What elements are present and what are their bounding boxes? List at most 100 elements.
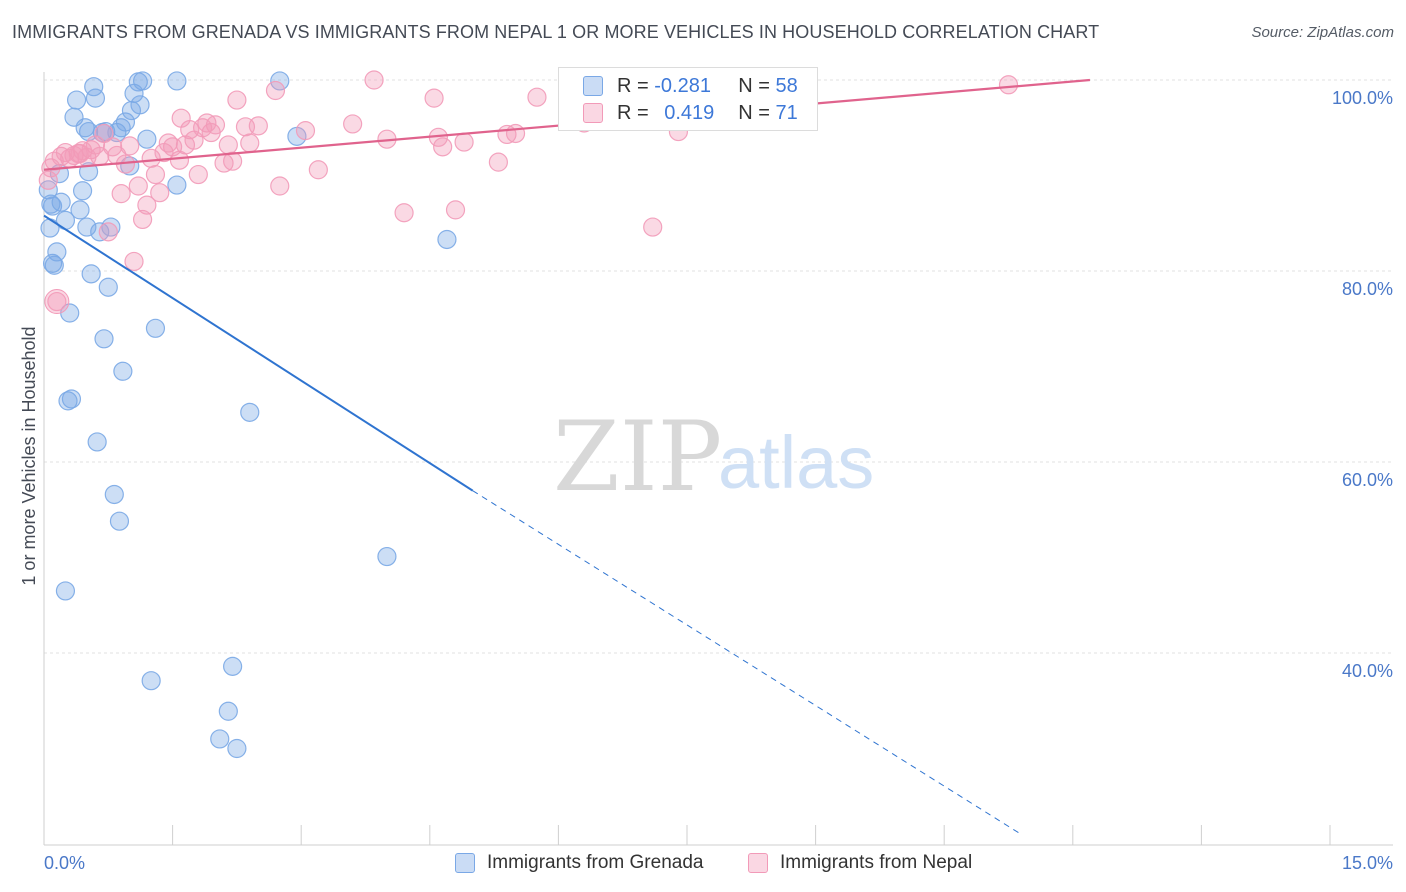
- data-point: [58, 391, 78, 411]
- data-point: [227, 90, 247, 110]
- y-axis-label: 1 or more Vehicles in Household: [19, 326, 39, 585]
- data-point: [145, 318, 166, 338]
- data-point: [44, 289, 70, 315]
- data-point: [364, 70, 384, 90]
- data-point: [454, 132, 474, 152]
- watermark-zip: ZIP: [553, 401, 722, 513]
- data-point: [488, 152, 508, 172]
- legend-label-grenada: Immigrants from Grenada: [487, 852, 704, 873]
- watermark-atlas: atlas: [718, 421, 874, 504]
- data-point: [111, 184, 131, 204]
- data-point: [94, 123, 114, 144]
- data-point: [998, 75, 1019, 95]
- data-point: [240, 133, 260, 153]
- data-point: [248, 116, 268, 136]
- data-point: [265, 80, 286, 101]
- data-point: [137, 129, 157, 149]
- data-point: [527, 87, 547, 107]
- legend-item-nepal[interactable]: Immigrants from Nepal: [748, 852, 972, 874]
- data-point: [643, 217, 663, 237]
- data-point: [270, 71, 290, 91]
- data-point: [505, 123, 526, 144]
- data-point: [81, 264, 101, 284]
- data-point: [437, 229, 457, 250]
- trendline-grenada-extension: [472, 490, 1022, 835]
- data-point: [98, 277, 118, 297]
- data-point: [141, 671, 161, 691]
- legend-swatch-grenada: [583, 76, 603, 96]
- data-point: [240, 402, 260, 422]
- data-point: [343, 114, 363, 134]
- trendline-grenada: [43, 214, 474, 492]
- data-point: [47, 291, 67, 312]
- data-point: [55, 581, 76, 601]
- axes: [43, 72, 1393, 846]
- data-point: [424, 88, 444, 108]
- data-point: [227, 738, 247, 759]
- data-point: [61, 389, 82, 409]
- data-point: [132, 71, 153, 91]
- data-point: [85, 88, 106, 108]
- watermark: ZIP atlas: [553, 401, 874, 513]
- data-point: [169, 150, 190, 170]
- data-point: [104, 484, 124, 505]
- r-value: 0.419: [664, 101, 715, 124]
- chart-title: IMMIGRANTS FROM GRENADA VS IMMIGRANTS FR…: [12, 22, 1100, 42]
- data-point: [223, 656, 243, 676]
- gridlines: [44, 79, 1393, 654]
- legend-item-grenada[interactable]: Immigrants from Grenada: [455, 852, 703, 874]
- series-nepal-points: [38, 70, 1019, 315]
- data-point: [394, 203, 414, 223]
- r-label: R =: [617, 101, 649, 124]
- data-point: [218, 135, 238, 155]
- data-point: [42, 196, 63, 216]
- data-point: [132, 209, 153, 230]
- data-point: [113, 361, 133, 381]
- x-tick-label: 15.0%: [1342, 853, 1393, 873]
- data-point: [77, 217, 97, 237]
- n-label: N =: [738, 101, 770, 124]
- data-point: [120, 136, 140, 156]
- data-point: [87, 432, 107, 452]
- source-label: Source: ZipAtlas.com: [1251, 24, 1394, 41]
- data-point: [124, 251, 144, 272]
- legend-swatch-nepal: [583, 103, 603, 123]
- data-point: [109, 511, 130, 531]
- data-point: [377, 546, 397, 567]
- data-point: [72, 181, 93, 201]
- data-point: [38, 170, 58, 190]
- data-point: [137, 195, 157, 215]
- legend-row-grenada: R = -0.281 N = 58: [559, 72, 798, 100]
- data-point: [445, 200, 466, 220]
- data-point: [94, 329, 114, 349]
- data-point: [150, 183, 170, 203]
- data-point: [98, 222, 118, 242]
- data-point: [66, 90, 87, 110]
- n-value: 71: [775, 101, 798, 124]
- data-point: [70, 143, 90, 164]
- n-label: N =: [738, 74, 770, 97]
- legend-swatch-grenada: [455, 853, 475, 873]
- series-legend: Immigrants from Grenada Immigrants from …: [0, 852, 1406, 878]
- series-grenada-points: [38, 71, 457, 759]
- correlation-legend: R = -0.281 N = 58 R = 0.419 N = 71: [558, 67, 818, 131]
- y-tick-label: 80.0%: [1342, 279, 1393, 299]
- data-point: [295, 121, 316, 141]
- r-label: R =: [617, 74, 649, 97]
- data-point: [145, 164, 166, 185]
- data-point: [433, 137, 453, 157]
- y-tick-label: 100.0%: [1332, 88, 1393, 108]
- data-point: [47, 242, 67, 262]
- r-value: -0.281: [654, 74, 711, 97]
- y-tick-label: 40.0%: [1342, 661, 1393, 681]
- data-point: [102, 137, 123, 157]
- data-point: [308, 160, 328, 180]
- data-point: [223, 151, 243, 171]
- data-point: [270, 176, 290, 196]
- legend-label-nepal: Immigrants from Nepal: [780, 852, 973, 873]
- tick-labels: 40.0% 60.0% 80.0% 100.0% 0.0% 15.0%: [44, 88, 1393, 873]
- x-tick-label: 0.0%: [44, 853, 85, 873]
- n-value: 58: [775, 74, 798, 97]
- data-point: [70, 200, 90, 220]
